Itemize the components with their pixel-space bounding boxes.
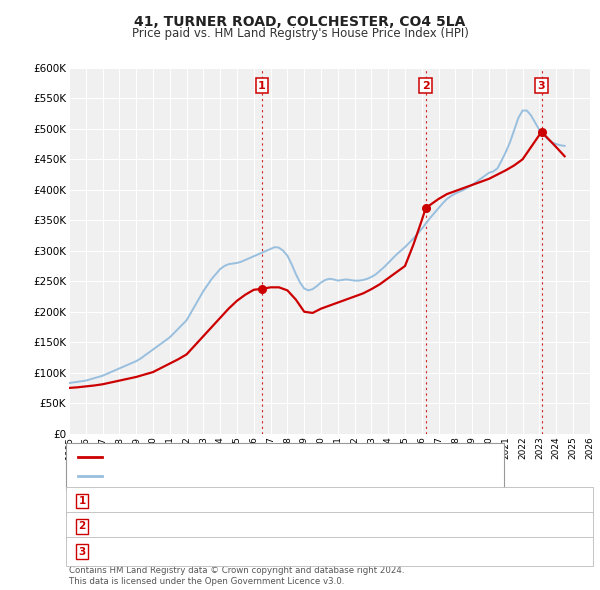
Text: 23-MAR-2016: 23-MAR-2016 (116, 522, 190, 531)
Text: 1: 1 (258, 81, 266, 91)
Text: 15% ↓ HPI: 15% ↓ HPI (448, 496, 506, 506)
Text: 2: 2 (422, 81, 430, 91)
Text: HPI: Average price, detached house, Colchester: HPI: Average price, detached house, Colc… (105, 471, 354, 481)
Text: 41, TURNER ROAD, COLCHESTER, CO4 5LA (detached house): 41, TURNER ROAD, COLCHESTER, CO4 5LA (de… (105, 451, 424, 461)
Text: 3: 3 (538, 81, 545, 91)
Text: 15-FEB-2023: 15-FEB-2023 (118, 547, 188, 556)
Text: 1% ↓ HPI: 1% ↓ HPI (451, 522, 503, 531)
Text: 6% ↓ HPI: 6% ↓ HPI (451, 547, 503, 556)
Text: Contains HM Land Registry data © Crown copyright and database right 2024.
This d: Contains HM Land Registry data © Crown c… (69, 566, 404, 586)
Text: Price paid vs. HM Land Registry's House Price Index (HPI): Price paid vs. HM Land Registry's House … (131, 27, 469, 40)
Text: 41, TURNER ROAD, COLCHESTER, CO4 5LA: 41, TURNER ROAD, COLCHESTER, CO4 5LA (134, 15, 466, 29)
Text: £495,000: £495,000 (295, 547, 347, 556)
Text: 3: 3 (79, 547, 86, 556)
Text: 2: 2 (79, 522, 86, 531)
Text: 26-JUN-2006: 26-JUN-2006 (118, 496, 188, 506)
Text: £370,000: £370,000 (295, 522, 347, 531)
Text: £237,500: £237,500 (295, 496, 347, 506)
Text: 1: 1 (79, 496, 86, 506)
